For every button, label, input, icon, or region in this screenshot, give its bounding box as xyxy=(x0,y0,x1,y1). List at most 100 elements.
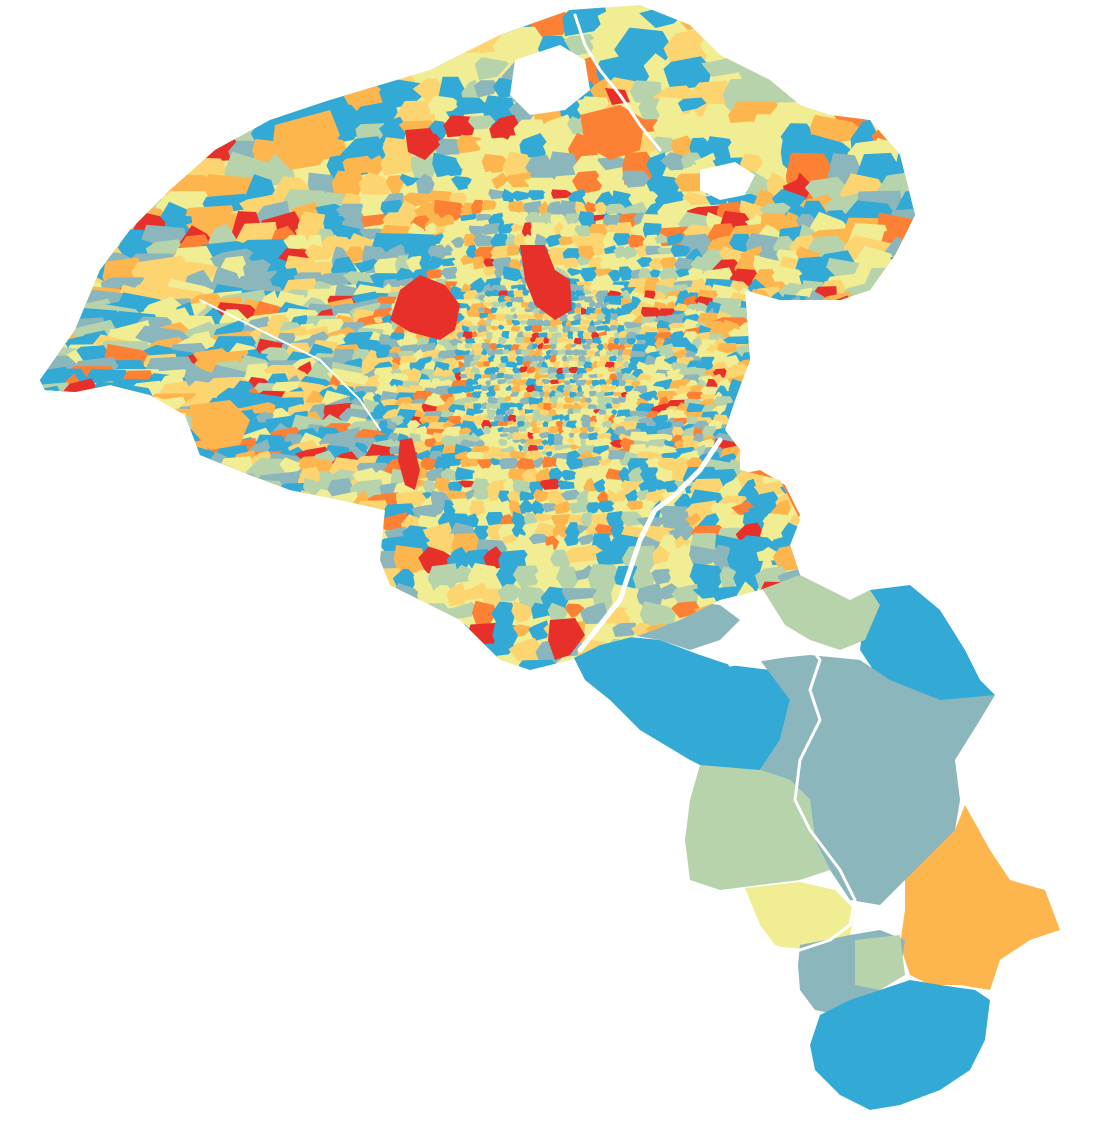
urban-tract xyxy=(756,546,778,561)
urban-tract xyxy=(477,307,486,312)
urban-tract xyxy=(880,319,915,357)
urban-tract xyxy=(353,258,380,274)
urban-tract xyxy=(914,335,915,368)
urban-tract xyxy=(523,336,532,345)
urban-tract xyxy=(596,500,617,513)
urban-tract xyxy=(926,409,958,438)
urban-tract xyxy=(55,451,87,499)
urban-tract xyxy=(608,355,617,362)
urban-tract xyxy=(422,492,434,499)
urban-tract xyxy=(40,170,66,219)
urban-tract xyxy=(901,515,915,554)
urban-tract xyxy=(89,388,122,430)
urban-tract xyxy=(518,408,527,416)
urban-tract xyxy=(805,505,831,551)
urban-tract xyxy=(512,431,524,441)
urban-tract xyxy=(557,379,566,384)
urban-tract xyxy=(456,97,487,115)
urban-tract xyxy=(860,96,915,123)
urban-tract xyxy=(593,478,608,493)
urban-tract xyxy=(743,404,775,429)
urban-tract xyxy=(580,266,598,282)
urban-tract xyxy=(894,405,915,454)
urban-tract xyxy=(783,410,806,438)
urban-tract xyxy=(785,450,821,478)
urban-tract xyxy=(580,437,588,448)
urban-tract xyxy=(462,331,474,340)
urban-tract xyxy=(895,291,915,333)
urban-tract xyxy=(561,588,598,601)
urban-tract xyxy=(642,222,662,238)
urban-tract xyxy=(511,439,521,444)
urban-tract xyxy=(743,366,765,379)
urban-tract xyxy=(590,513,611,526)
urban-tract xyxy=(717,342,737,354)
urban-tract xyxy=(594,523,613,537)
urban-tract xyxy=(433,138,462,156)
rivers xyxy=(199,13,857,952)
urban-tract xyxy=(422,479,438,494)
urban-tract xyxy=(728,620,781,650)
urban-tract xyxy=(824,504,883,526)
urban-tract xyxy=(652,118,685,141)
urban-tract xyxy=(399,619,426,654)
urban-tract xyxy=(564,380,572,386)
river-west xyxy=(199,299,381,431)
urban-tract xyxy=(153,77,187,128)
urban-tract xyxy=(562,390,571,397)
urban-tract xyxy=(761,5,812,42)
urban-tract xyxy=(518,366,529,373)
urban-tract xyxy=(625,379,634,385)
urban-tract xyxy=(648,257,664,273)
urban-tract xyxy=(473,409,485,415)
urban-tract xyxy=(476,512,490,523)
urban-tract xyxy=(601,421,612,429)
urban-tract xyxy=(668,526,695,543)
urban-tract xyxy=(769,370,804,399)
urban-tract xyxy=(586,408,595,418)
urban-tract xyxy=(209,490,241,540)
urban-tract xyxy=(754,134,791,170)
urban-tract xyxy=(522,360,532,368)
urban-tract xyxy=(40,279,66,323)
urban-tract xyxy=(40,622,69,663)
urban-tract xyxy=(803,441,822,473)
urban-tract xyxy=(882,338,915,366)
urban-tract xyxy=(564,213,583,225)
urban-tract xyxy=(729,233,751,255)
urban-tract xyxy=(581,307,588,315)
urban-tract xyxy=(857,434,909,475)
urban-tract xyxy=(337,32,387,63)
urban-tract xyxy=(368,582,397,616)
urban-tract xyxy=(167,440,212,491)
urban-tract xyxy=(558,414,566,421)
urban-tract xyxy=(568,501,591,514)
urban-tract xyxy=(469,360,479,367)
urban-tract xyxy=(380,153,418,176)
urban-tract xyxy=(512,624,534,637)
urban-tract xyxy=(184,538,233,582)
urban-tract xyxy=(481,199,499,211)
urban-tract xyxy=(494,266,506,279)
hotspot-orange-1 xyxy=(272,110,340,170)
urban-tract xyxy=(510,297,518,305)
urban-tract xyxy=(40,302,78,341)
urban-tract xyxy=(508,349,517,357)
urban-tract xyxy=(514,348,523,355)
urban-tract xyxy=(534,366,541,373)
urban-tract xyxy=(290,606,337,646)
urban-tract xyxy=(792,396,830,426)
urban-tract xyxy=(597,157,628,171)
urban-tract xyxy=(342,271,375,286)
urban-tract xyxy=(534,566,564,588)
urban-tract xyxy=(595,550,630,566)
urban-tract xyxy=(596,373,604,378)
urban-tract xyxy=(455,467,475,481)
urban-tract xyxy=(599,426,609,433)
urban-tract xyxy=(904,100,915,122)
urban-tract xyxy=(821,333,849,364)
urban-tract xyxy=(483,426,492,435)
urban-tract xyxy=(485,402,493,410)
urban-tract xyxy=(556,337,569,343)
urban-tract xyxy=(164,5,210,34)
